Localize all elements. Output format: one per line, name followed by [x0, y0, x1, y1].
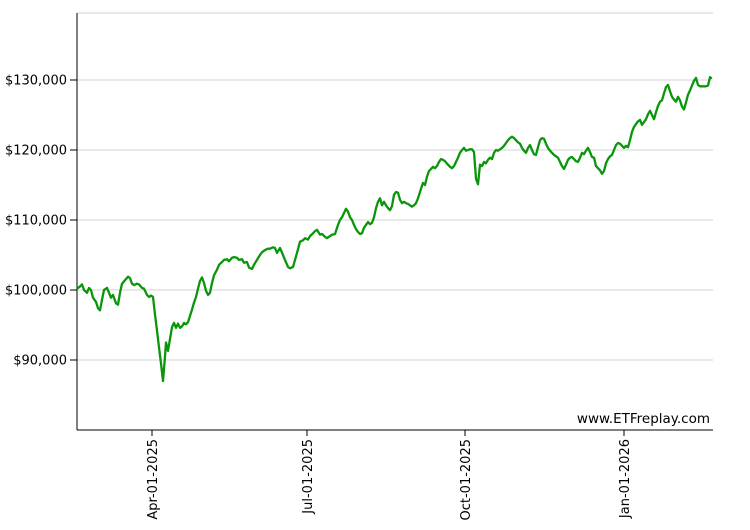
x-tick-label: Oct-01-2025	[459, 439, 474, 521]
y-tick-label: $130,000	[5, 74, 67, 89]
watermark-text: www.ETFreplay.com	[577, 411, 710, 427]
x-tick-label: Apr-01-2025	[146, 439, 161, 520]
y-tick-label: $90,000	[13, 354, 67, 369]
y-tick-label: $110,000	[5, 214, 67, 229]
y-tick-label: $100,000	[5, 284, 67, 299]
price-line	[76, 76, 713, 383]
y-tick-label: $120,000	[5, 144, 67, 159]
x-tick-label: Jan-01-2026	[618, 439, 633, 519]
x-tick-label: Jul-01-2025	[301, 439, 316, 515]
